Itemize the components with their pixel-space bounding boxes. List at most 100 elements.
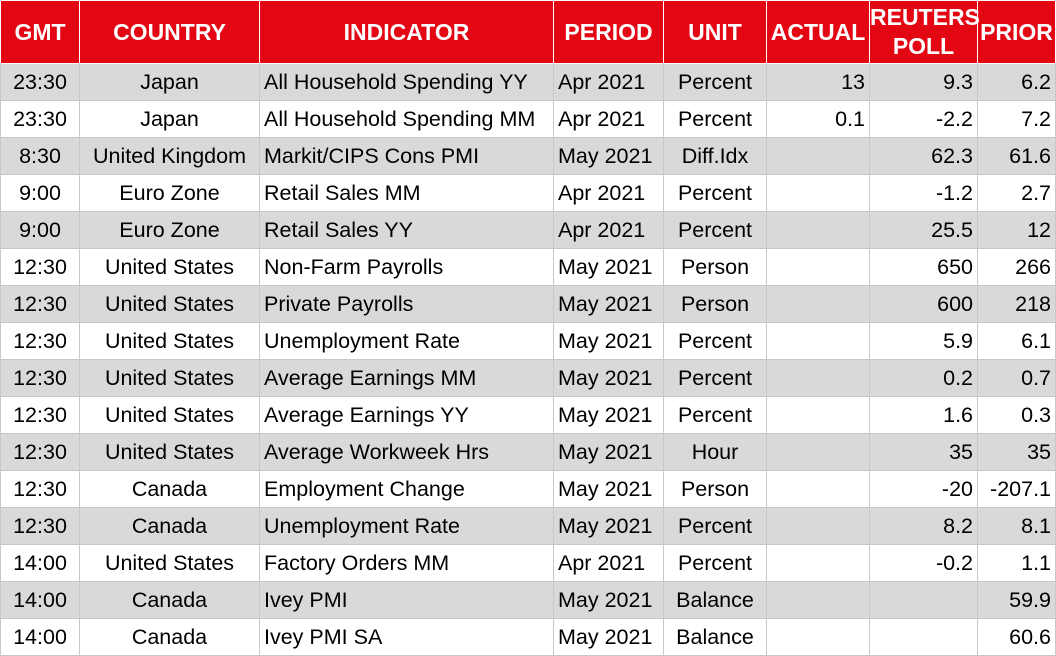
cell-period: Apr 2021 [553, 544, 664, 582]
cell-period: Apr 2021 [553, 100, 664, 138]
cell-period: May 2021 [553, 470, 664, 508]
table-body: 23:30 Japan All Household Spending YY Apr 2… [0, 63, 1056, 656]
header-prior: PRIOR [977, 0, 1056, 64]
cell-prior: -207.1 [977, 470, 1056, 508]
cell-gmt: 23:30 [0, 63, 80, 101]
cell-period: Apr 2021 [553, 211, 664, 249]
cell-country: Canada [79, 581, 260, 619]
cell-period: May 2021 [553, 618, 664, 656]
cell-gmt: 9:00 [0, 174, 80, 212]
cell-actual [766, 470, 870, 508]
cell-indicator: All Household Spending YY [259, 63, 554, 101]
cell-indicator: Factory Orders MM [259, 544, 554, 582]
cell-prior: 60.6 [977, 618, 1056, 656]
header-period: PERIOD [553, 0, 664, 64]
cell-country: United States [79, 396, 260, 434]
cell-period: May 2021 [553, 507, 664, 545]
cell-poll: 5.9 [869, 322, 978, 360]
cell-gmt: 8:30 [0, 137, 80, 175]
cell-poll: 62.3 [869, 137, 978, 175]
header-row: GMT COUNTRY INDICATOR PERIOD UNIT ACTUAL… [0, 0, 1056, 64]
header-country: COUNTRY [79, 0, 260, 64]
header-indicator: INDICATOR [259, 0, 554, 64]
cell-country: Canada [79, 618, 260, 656]
cell-prior: 2.7 [977, 174, 1056, 212]
cell-poll: -1.2 [869, 174, 978, 212]
cell-poll: -0.2 [869, 544, 978, 582]
cell-gmt: 12:30 [0, 359, 80, 397]
cell-poll: 8.2 [869, 507, 978, 545]
table-row: 9:00 Euro Zone Retail Sales MM Apr 2021 Perc… [0, 174, 1056, 212]
cell-indicator: Average Earnings MM [259, 359, 554, 397]
cell-poll: 35 [869, 433, 978, 471]
cell-actual [766, 174, 870, 212]
table-header: GMT COUNTRY INDICATOR PERIOD UNIT ACTUAL… [0, 0, 1056, 64]
cell-gmt: 12:30 [0, 285, 80, 323]
cell-unit: Percent [663, 211, 767, 249]
table-row: 14:00 Canada Ivey PMI May 2021 Balance 59.9 [0, 581, 1056, 619]
table-row: 12:30 United States Private Payrolls May 20… [0, 285, 1056, 323]
table-row: 23:30 Japan All Household Spending MM Apr 2… [0, 100, 1056, 138]
header-reuters-poll: REUTERS POLL [869, 0, 980, 64]
cell-unit: Person [663, 285, 767, 323]
cell-prior: 6.1 [977, 322, 1056, 360]
cell-country: Euro Zone [79, 174, 260, 212]
cell-country: United States [79, 544, 260, 582]
cell-unit: Balance [663, 581, 767, 619]
header-reuters-poll-line2: POLL [892, 33, 955, 59]
cell-prior: 266 [977, 248, 1056, 286]
table-row: 12:30 United States Unemployment Rate May 2… [0, 322, 1056, 360]
cell-unit: Percent [663, 63, 767, 101]
cell-poll: -20 [869, 470, 978, 508]
cell-unit: Balance [663, 618, 767, 656]
cell-unit: Percent [663, 100, 767, 138]
cell-actual: 13 [766, 63, 870, 101]
cell-poll: 0.2 [869, 359, 978, 397]
cell-indicator: Retail Sales MM [259, 174, 554, 212]
cell-actual [766, 396, 870, 434]
cell-unit: Percent [663, 359, 767, 397]
cell-gmt: 9:00 [0, 211, 80, 249]
cell-unit: Person [663, 248, 767, 286]
cell-actual [766, 137, 870, 175]
cell-indicator: Private Payrolls [259, 285, 554, 323]
cell-period: May 2021 [553, 248, 664, 286]
cell-actual: 0.1 [766, 100, 870, 138]
cell-actual [766, 322, 870, 360]
cell-poll [869, 581, 978, 619]
cell-actual [766, 507, 870, 545]
cell-country: United States [79, 285, 260, 323]
cell-prior: 61.6 [977, 137, 1056, 175]
header-reuters-poll-line1: REUTERS [870, 4, 980, 30]
table-row: 14:00 United States Factory Orders MM Apr 2… [0, 544, 1056, 582]
cell-gmt: 12:30 [0, 322, 80, 360]
cell-prior: 7.2 [977, 100, 1056, 138]
table-row: 12:30 United States Average Earnings YY May… [0, 396, 1056, 434]
cell-actual [766, 433, 870, 471]
cell-gmt: 12:30 [0, 507, 80, 545]
table-row: 12:30 Canada Employment Change May 2021 Pers… [0, 470, 1056, 508]
cell-prior: 0.7 [977, 359, 1056, 397]
cell-gmt: 23:30 [0, 100, 80, 138]
header-actual: ACTUAL [766, 0, 870, 64]
cell-country: United States [79, 322, 260, 360]
cell-actual [766, 618, 870, 656]
cell-country: United Kingdom [79, 137, 260, 175]
table-row: 12:30 United States Non-Farm Payrolls May 2… [0, 248, 1056, 286]
table-row: 9:00 Euro Zone Retail Sales YY Apr 2021 Perc… [0, 211, 1056, 249]
cell-prior: 35 [977, 433, 1056, 471]
table-row: 23:30 Japan All Household Spending YY Apr 2… [0, 63, 1056, 101]
cell-gmt: 14:00 [0, 581, 80, 619]
table-row: 14:00 Canada Ivey PMI SA May 2021 Balance 60.… [0, 618, 1056, 656]
cell-unit: Percent [663, 174, 767, 212]
cell-unit: Diff.Idx [663, 137, 767, 175]
cell-unit: Percent [663, 544, 767, 582]
cell-indicator: Unemployment Rate [259, 507, 554, 545]
cell-country: United States [79, 433, 260, 471]
cell-unit: Person [663, 470, 767, 508]
cell-gmt: 12:30 [0, 433, 80, 471]
cell-actual [766, 285, 870, 323]
cell-indicator: Average Earnings YY [259, 396, 554, 434]
cell-period: May 2021 [553, 285, 664, 323]
